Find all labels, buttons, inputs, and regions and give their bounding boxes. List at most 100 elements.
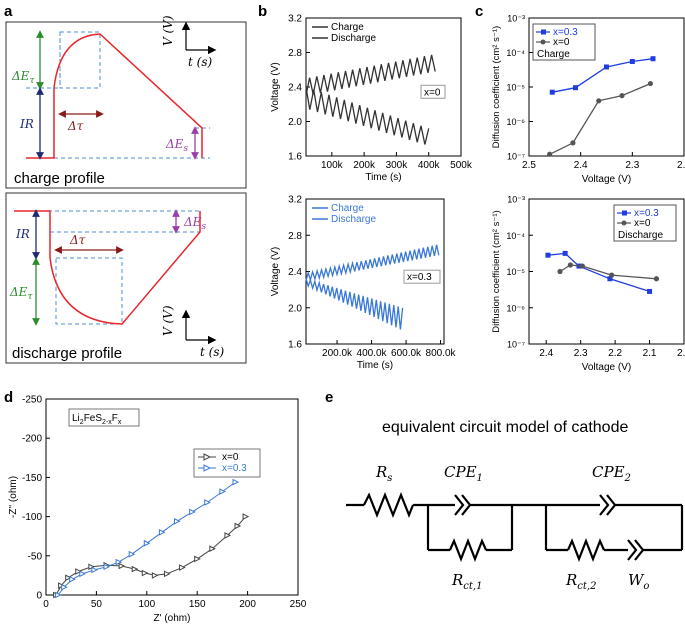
series-line <box>547 252 650 293</box>
y-tick-label: 2.0 <box>288 117 302 128</box>
data-point <box>219 488 227 495</box>
y-tick-label: 2.8 <box>288 48 302 59</box>
data-point <box>128 550 136 558</box>
y-tick-label: 0 <box>36 591 42 602</box>
chart-d: 0 -50 -100 -150 -200 -250 0 50 100 150 200 250 Z' (o… <box>8 395 307 625</box>
legend-label: Discharge <box>331 33 376 44</box>
data-point <box>570 140 576 146</box>
ir-label: IR <box>19 117 34 131</box>
x-axis-label: Voltage (V) <box>582 362 631 373</box>
data-point <box>58 582 65 589</box>
x-tick-label: 2.2 <box>677 160 685 171</box>
formula-part: F <box>112 413 118 424</box>
delta-e-s-label-discharge: ΔEs <box>183 215 206 232</box>
chart-c-top: 10⁻⁷ 10⁻⁶ 10⁻⁵ 10⁻⁴ 10⁻³ 2.5 2.4 2.3 2.2 Voltage … <box>491 14 685 186</box>
y-axis-label: Diffusion coefficient (cm² s⁻¹) <box>491 26 502 148</box>
legend-marker <box>541 29 546 35</box>
y-tick-label: -50 <box>28 551 43 562</box>
legend-marker <box>621 220 627 226</box>
circuit-diagram: equivalent circuit model of cathode <box>346 419 684 592</box>
x-tick-label: 150 <box>189 599 206 610</box>
series-charge <box>305 244 440 282</box>
x-tick-label: 200.0k <box>322 348 353 359</box>
y-tick-label: 1.6 <box>288 152 302 163</box>
charge-profile-box: ΔEτ IR Δτ ΔEs V (V) t (s) charge profile <box>5 15 247 189</box>
data-point <box>103 563 111 571</box>
rct2-label: Rct,2 <box>565 571 596 592</box>
x-tick-label: 2.1 <box>643 348 657 359</box>
legend-box <box>193 448 261 478</box>
series-line <box>57 481 236 596</box>
charge-profile-title: charge profile <box>14 170 105 187</box>
data-point <box>653 276 660 282</box>
delta-e-tau-label: ΔEτ <box>11 69 35 86</box>
y-axis-label: Voltage (V) <box>270 62 281 111</box>
panel-b-label: b <box>258 3 267 20</box>
x-tick-label: 2.3 <box>625 160 639 171</box>
series-line <box>549 83 651 155</box>
formula-part: x <box>118 419 122 426</box>
x-tick-label: 50 <box>91 599 103 610</box>
annotation-box <box>420 84 446 99</box>
data-point <box>194 555 201 563</box>
x-tick-label: 2.5 <box>522 160 536 171</box>
wo-label: Wo <box>628 571 649 592</box>
legend-label: x=0.3 <box>553 27 578 38</box>
annotation-box <box>403 269 441 284</box>
data-point <box>607 276 613 282</box>
legend-label: Charge <box>331 203 364 214</box>
data-point <box>647 80 654 87</box>
y-axis-label: Voltage (V) <box>270 247 281 296</box>
legend-label: x=0 <box>634 218 651 229</box>
y-tick-label: 10⁻⁴ <box>506 48 525 58</box>
data-point <box>579 263 585 269</box>
data-point <box>61 583 68 591</box>
legend-label: x=0 <box>222 452 239 463</box>
data-point <box>629 58 635 64</box>
y-tick-label: 10⁻⁴ <box>506 231 525 241</box>
data-point <box>596 98 602 104</box>
x-tick-label: 400k <box>418 160 441 171</box>
annotation-label: x=0 <box>424 87 441 98</box>
annotation-label: x=0.3 <box>407 272 432 283</box>
series-discharge <box>305 86 430 145</box>
discharge-profile-title: discharge profile <box>12 345 122 362</box>
formula-box <box>68 408 140 427</box>
discharge-curve <box>14 210 201 325</box>
data-point <box>647 288 653 294</box>
plot-frame <box>45 398 299 596</box>
legend-marker <box>203 464 212 472</box>
data-point <box>88 563 95 571</box>
data-point <box>189 508 196 516</box>
cpe2-label: CPE2 <box>592 463 631 484</box>
data-point <box>547 151 553 157</box>
data-point <box>234 522 242 530</box>
series-line <box>55 516 246 596</box>
x-tick-label: 250 <box>290 599 307 610</box>
x-tick-label: 300k <box>386 160 409 171</box>
rs-label: Rs <box>375 463 392 484</box>
data-point <box>91 566 99 574</box>
y-tick-label: -150 <box>22 473 42 484</box>
x-axis-label: Time (s) <box>365 172 401 183</box>
panel-a-label: a <box>4 3 13 20</box>
legend-label: Charge <box>331 22 364 33</box>
formula-part: FeS <box>84 413 103 424</box>
data-point <box>174 517 181 525</box>
data-point <box>224 532 232 539</box>
data-point <box>65 574 72 582</box>
chart-b-bottom: 1.6 2.0 2.4 2.8 3.2 200.0k 400.0k 600.0k 800.0k T… <box>270 195 457 372</box>
x-tick-label: 2.4 <box>539 348 553 359</box>
data-point <box>232 478 240 486</box>
legend-marker <box>203 453 212 461</box>
data-point <box>55 591 62 599</box>
data-point <box>131 565 139 573</box>
data-point <box>573 85 578 91</box>
y-axis-label: Diffusion coefficient (cm² s⁻¹) <box>491 210 502 332</box>
formula-part: 2 <box>80 419 84 426</box>
y-tick-label: 1.6 <box>288 340 302 351</box>
cpe1-label: CPE1 <box>444 463 483 484</box>
data-point <box>115 558 123 566</box>
